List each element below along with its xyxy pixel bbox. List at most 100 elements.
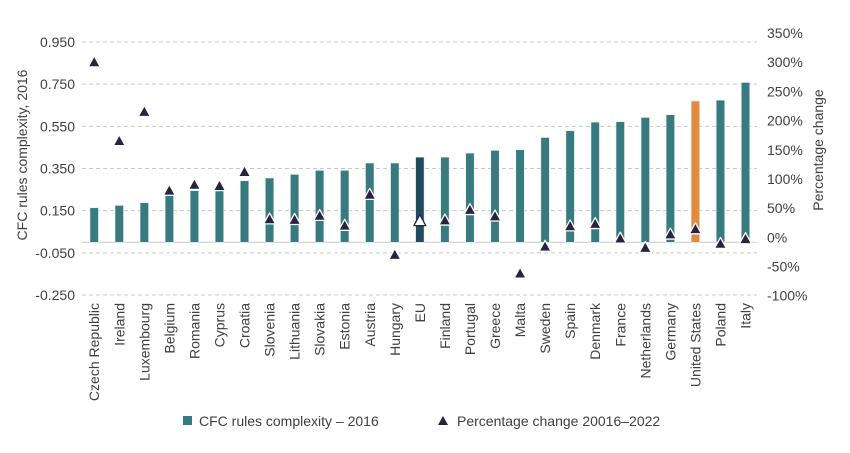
left-tick-label: -0.250 [35,287,75,303]
triangle-marker [363,187,377,201]
triangle-marker [513,266,527,279]
category-label: Austria [362,303,378,347]
marker-series [87,55,753,279]
category-label: EU [412,303,428,322]
bar [540,137,550,243]
category-label: Lithuania [287,303,303,360]
right-tick-label: 100% [767,171,803,187]
bar [264,177,275,243]
bar [565,130,575,243]
bar [590,121,600,243]
bar [365,162,375,243]
bar [690,100,700,243]
category-label: Netherlands [637,303,653,379]
bar [440,156,450,243]
bar [515,149,525,243]
triangle-marker [738,232,753,245]
left-tick-label: 0.750 [40,76,75,92]
triangle-marker [488,209,502,222]
bar [490,150,500,243]
right-axis-ticks: 350% 300% 250% 200% 150% 100% 50% 0% -50% -100% [767,25,807,304]
bar [640,117,650,243]
left-tick-label: 0.350 [40,161,75,177]
triangle-marker [87,55,101,68]
triangle-marker [688,222,703,235]
category-label: Slovakia [312,303,328,356]
bar-series [89,82,751,243]
category-label: Romania [186,303,202,359]
category-label: Finland [437,303,453,349]
triangle-marker [663,227,677,240]
bar [340,170,350,243]
triangle-marker [262,212,277,225]
left-tick-label: 0.150 [40,203,75,219]
right-tick-label: -50% [767,259,800,275]
triangle-marker [287,212,302,226]
bar [189,190,199,243]
triangle-marker [338,218,352,231]
category-label: Slovenia [262,303,278,357]
triangle-marker [463,202,477,216]
triangle-marker [438,213,452,226]
category-label: Cyprus [211,303,227,347]
category-label: Greece [487,303,503,349]
triangle-marker [613,231,627,244]
bar [615,121,625,243]
triangle-marker [588,216,602,230]
bar [239,180,250,243]
triangle-marker [137,104,151,118]
left-axis-title: CFC rules complexity, 2016 [14,69,30,240]
bar [89,207,99,243]
right-tick-label: 250% [767,83,803,99]
triangle-marker [162,183,176,196]
category-label: Croatia [237,303,253,348]
bar [214,190,224,243]
bar [315,170,325,243]
category-label: Spain [562,303,578,339]
legend: CFC rules complexity – 2016 Percentage c… [183,413,660,429]
legend-swatch-complexity [183,416,192,425]
triangle-marker [212,178,227,192]
left-tick-label: -0.050 [35,245,75,261]
triangle-marker [413,213,427,227]
category-label: Estonia [337,303,353,350]
category-label: Hungary [387,303,403,356]
category-label: Italy [738,303,754,329]
bar [164,194,174,243]
triangle-marker [187,177,202,191]
category-label: Czech Republic [86,303,102,401]
bar [114,205,124,243]
bar [139,202,149,243]
legend-label-percentage: Percentage change 20016–2022 [457,413,660,429]
right-tick-label: 0% [767,229,787,245]
left-tick-label: 0.550 [40,118,75,134]
bar [390,162,400,243]
category-label: Portugal [462,303,478,355]
triangle-marker [713,236,728,250]
bar [665,114,675,243]
triangle-marker [538,239,552,252]
triangle-marker [237,164,252,178]
category-label: Malta [512,303,528,337]
category-label: Poland [712,303,728,347]
category-label: United States [687,303,703,387]
category-label: Sweden [537,303,553,354]
triangle-marker [313,208,327,222]
triangle-marker [112,134,126,147]
legend-swatch-triangle [438,416,448,425]
triangle-marker [388,247,402,261]
category-label: Denmark [587,302,603,360]
right-tick-label: 200% [767,113,803,129]
legend-label-complexity: CFC rules complexity – 2016 [199,413,379,429]
category-label: Belgium [161,303,177,354]
right-tick-label: 150% [767,142,803,158]
category-label: France [612,303,628,347]
bar [715,99,726,243]
left-tick-label: 0.950 [40,34,75,50]
right-tick-label: 300% [767,54,803,70]
bar [465,152,475,243]
triangle-marker [638,240,652,254]
category-label: Germany [662,303,678,361]
right-tick-label: 50% [767,200,795,216]
